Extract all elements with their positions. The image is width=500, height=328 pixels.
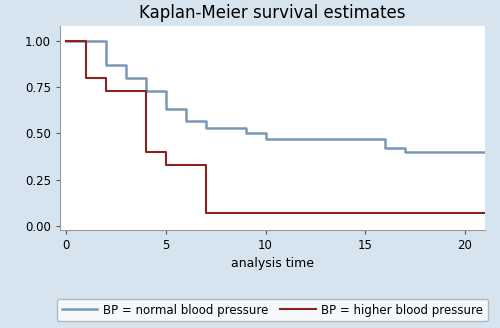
BP = higher blood pressure (202, 211, 208, 215)
BP = normal blood pressure (103, 63, 109, 67)
BP = higher blood pressure (202, 163, 208, 167)
BP = higher blood pressure (482, 211, 488, 215)
Title: Kaplan-Meier survival estimates: Kaplan-Meier survival estimates (139, 4, 406, 22)
BP = normal blood pressure (242, 132, 248, 135)
BP = normal blood pressure (302, 137, 308, 141)
BP = normal blood pressure (63, 39, 69, 43)
BP = normal blood pressure (262, 137, 268, 141)
Line: BP = higher blood pressure: BP = higher blood pressure (66, 41, 485, 213)
BP = normal blood pressure (402, 150, 408, 154)
Line: BP = normal blood pressure: BP = normal blood pressure (66, 41, 485, 152)
BP = higher blood pressure (163, 163, 169, 167)
BP = higher blood pressure (143, 150, 149, 154)
BP = higher blood pressure (163, 150, 169, 154)
BP = higher blood pressure (83, 76, 89, 80)
BP = normal blood pressure (143, 89, 149, 93)
BP = normal blood pressure (123, 76, 129, 80)
BP = higher blood pressure (103, 89, 109, 93)
BP = higher blood pressure (143, 89, 149, 93)
BP = normal blood pressure (482, 150, 488, 154)
BP = higher blood pressure (103, 76, 109, 80)
BP = normal blood pressure (202, 126, 208, 130)
BP = higher blood pressure (83, 39, 89, 43)
Legend: BP = normal blood pressure, BP = higher blood pressure: BP = normal blood pressure, BP = higher … (57, 299, 488, 321)
BP = normal blood pressure (182, 118, 188, 122)
X-axis label: analysis time: analysis time (231, 257, 314, 270)
BP = normal blood pressure (163, 108, 169, 112)
BP = higher blood pressure (63, 39, 69, 43)
BP = normal blood pressure (382, 146, 388, 150)
